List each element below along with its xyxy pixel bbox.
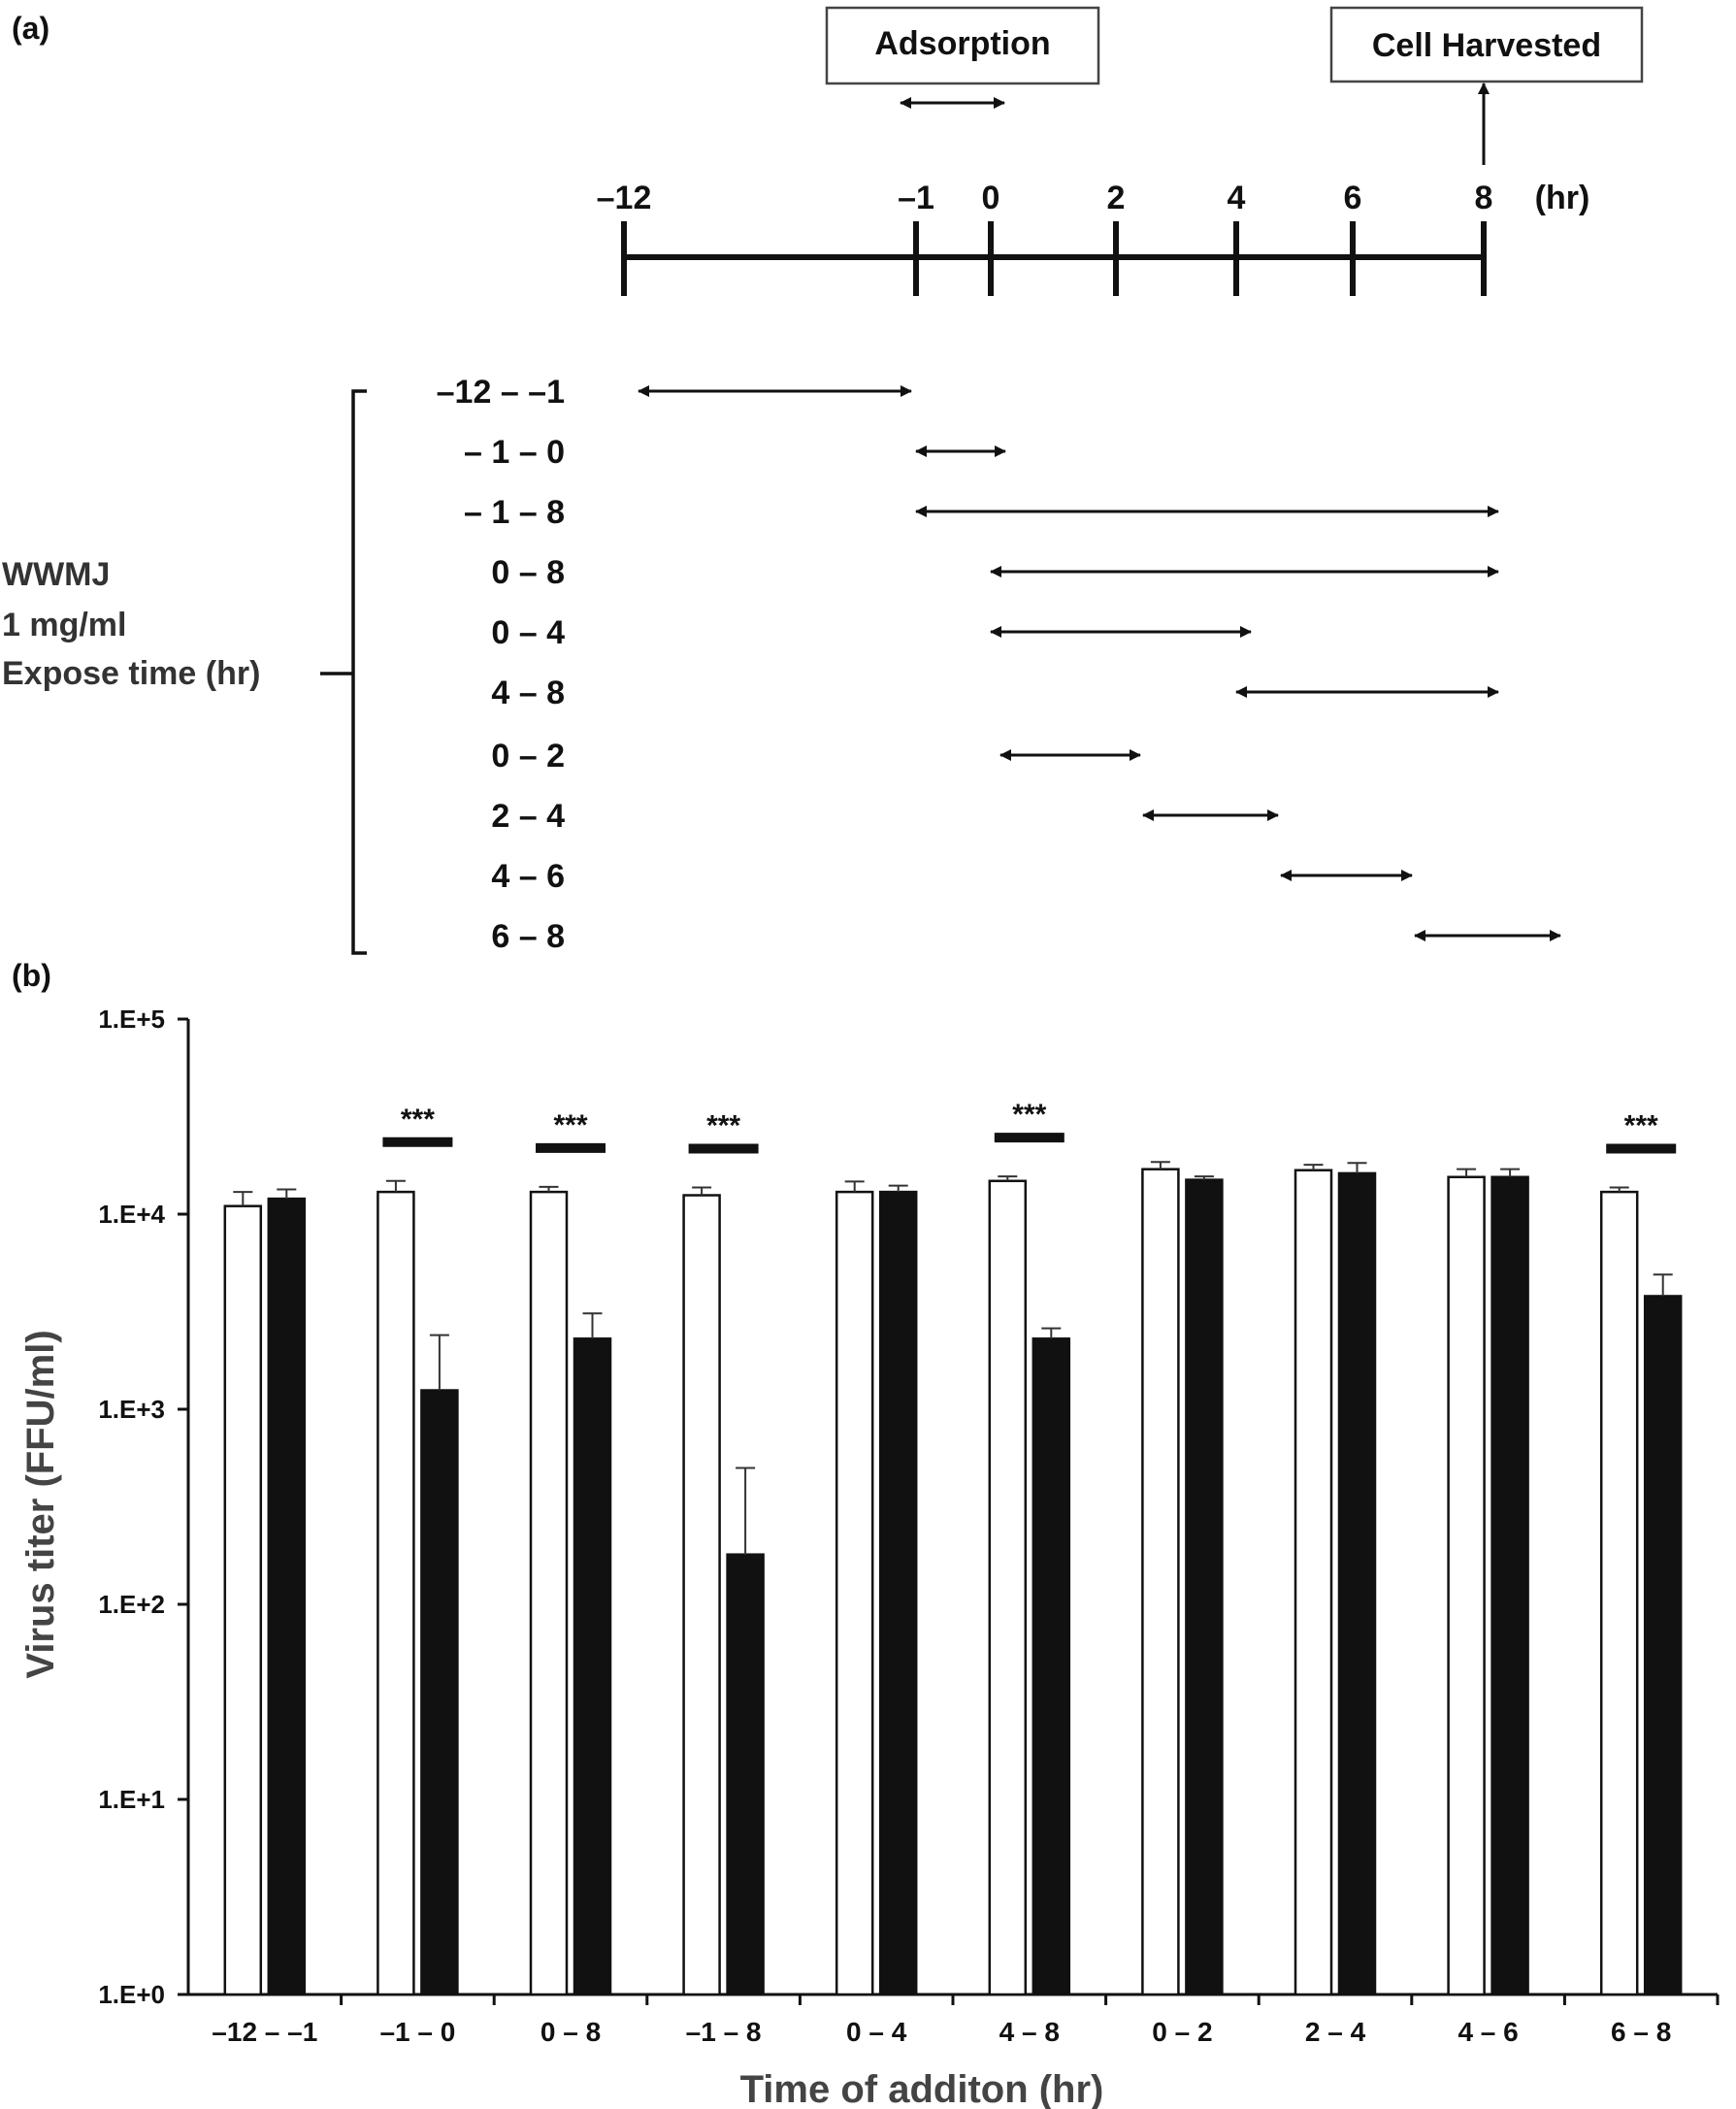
- exposure-label: – 1 – 8: [464, 494, 565, 531]
- adsorption-box: [825, 6, 1100, 85]
- x-tick-label: 4 – 8: [999, 2017, 1060, 2047]
- exposure-label: 0 – 4: [491, 614, 565, 651]
- timeline-unit: (hr): [1535, 180, 1590, 216]
- exposure-label: –12 – –1: [437, 374, 565, 411]
- control-bar: [1141, 1168, 1180, 1996]
- x-tick-label: –12 – –1: [212, 2017, 317, 2047]
- y-tick-label: 1.E+4: [98, 1200, 165, 1229]
- control-bar: [988, 1179, 1028, 1996]
- timeline-tick-label: 8: [1475, 180, 1493, 216]
- treated-bar: [1643, 1295, 1683, 1996]
- treatment-name: WWMJ: [2, 556, 110, 593]
- timeline: –12 –1 0 2 4 6 8: [597, 180, 1493, 296]
- x-tick-label: 0 – 4: [846, 2017, 907, 2047]
- adsorption-label: Adsorption: [874, 25, 1050, 62]
- treated-bar: [726, 1553, 765, 1996]
- panel-b-label: (b): [12, 958, 51, 993]
- exposure-list: –12 – –1 – 1 – 0 – 1 – 8 0 – 8 0 – 4 4 – 8 0 –…: [437, 374, 1561, 955]
- timeline-tick-label: –12: [597, 180, 652, 216]
- timeline-tick-label: –1: [898, 180, 934, 216]
- treated-bar: [1490, 1175, 1529, 1996]
- control-bar: [377, 1190, 415, 1996]
- exposure-label: 2 – 4: [491, 798, 565, 835]
- significance-label: ***: [706, 1110, 740, 1142]
- harvest-box: [1329, 6, 1644, 83]
- control-bar: [223, 1204, 263, 1996]
- significance-label: ***: [553, 1109, 587, 1141]
- control-bar: [835, 1190, 874, 1996]
- x-tick-label: –1 – 8: [686, 2017, 762, 2047]
- treated-bar: [878, 1190, 918, 1996]
- x-tick-label: 0 – 8: [540, 2017, 601, 2047]
- treated-bar: [267, 1197, 307, 1996]
- x-tick-label: –1 – 0: [379, 2017, 455, 2047]
- treated-bar: [420, 1389, 459, 1996]
- timeline-tick-label: 0: [982, 180, 1000, 216]
- treated-bar: [1337, 1171, 1377, 1996]
- treated-bar: [573, 1337, 612, 1996]
- bar-chart: 1.E+0 1.E+1 1.E+2 1.E+3 1.E+4 1.E+5 –12 – –1 –1…: [98, 1005, 1720, 2047]
- exposure-label: 6 – 8: [491, 918, 565, 955]
- x-tick-label: 6 – 8: [1611, 2017, 1671, 2047]
- y-tick-label: 1.E+1: [98, 1785, 165, 1814]
- exposure-label: 0 – 8: [491, 554, 565, 591]
- control-bar: [1599, 1190, 1639, 1996]
- panel-b: (b) 1.E+0 1.E+1 1.E+2 1.E+3 1.E+4 1.E+5 –12 – …: [12, 958, 1720, 2109]
- x-tick-label: 0 – 2: [1152, 2017, 1212, 2047]
- x-tick-label: 2 – 4: [1305, 2017, 1366, 2047]
- timeline-tick-label: 6: [1344, 180, 1362, 216]
- y-axis-title: Virus titer (FFU/ml): [19, 1330, 62, 1678]
- exposure-bracket: [320, 389, 367, 955]
- significance-label: ***: [1624, 1110, 1658, 1142]
- control-bar: [1447, 1175, 1486, 1996]
- x-axis-title: Time of additon (hr): [740, 2068, 1104, 2109]
- significance-label: ***: [1012, 1099, 1046, 1131]
- panel-a-label: (a): [12, 11, 49, 46]
- treatment-concentration: 1 mg/ml: [2, 607, 126, 643]
- y-tick-label: 1.E+2: [98, 1590, 165, 1619]
- significance-label: ***: [401, 1104, 435, 1136]
- panel-a: (a) Adsorption Cell Harvested –12 –1 0 2 4 6 8…: [2, 6, 1644, 955]
- y-tick-label: 1.E+3: [98, 1395, 165, 1424]
- timeline-tick-label: 4: [1228, 180, 1246, 216]
- control-bar: [682, 1194, 721, 1996]
- control-bar: [1294, 1169, 1333, 1996]
- timeline-tick-label: 2: [1107, 180, 1126, 216]
- treated-bar: [1185, 1178, 1224, 1996]
- harvest-label: Cell Harvested: [1372, 27, 1601, 64]
- treated-bar: [1032, 1337, 1071, 1996]
- x-tick-label: 4 – 6: [1458, 2017, 1518, 2047]
- treatment-expose-time: Expose time (hr): [2, 655, 260, 692]
- y-tick-label: 1.E+5: [98, 1005, 165, 1034]
- exposure-label: 4 – 6: [491, 858, 565, 895]
- exposure-label: 0 – 2: [491, 738, 565, 774]
- exposure-label: 4 – 8: [491, 675, 565, 711]
- exposure-label: – 1 – 0: [464, 434, 565, 471]
- control-bar: [529, 1190, 569, 1996]
- y-tick-label: 1.E+0: [98, 1980, 165, 2009]
